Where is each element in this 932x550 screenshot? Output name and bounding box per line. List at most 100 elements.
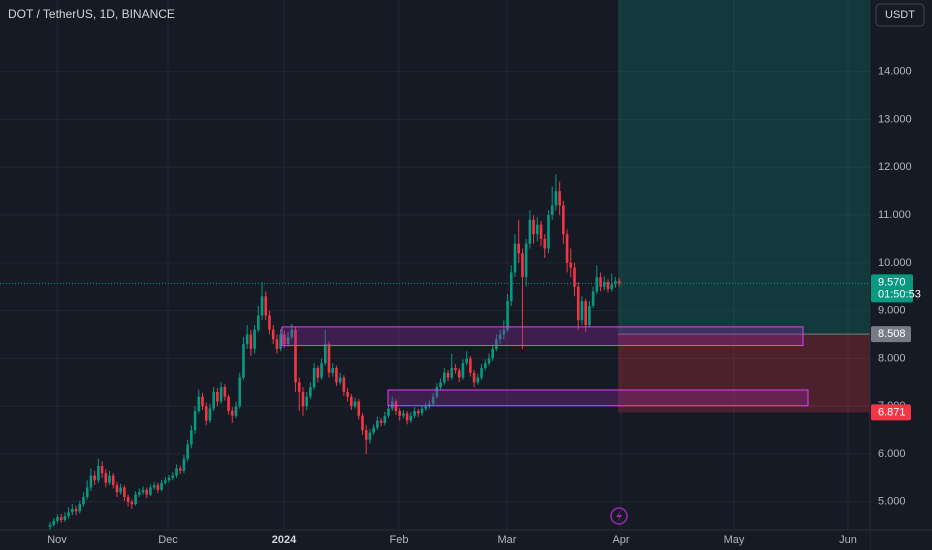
candle-body	[78, 504, 82, 512]
y-tick-label: 9.000	[878, 305, 906, 317]
candle-body	[253, 329, 256, 349]
candle-body	[275, 339, 279, 349]
candle-body	[547, 215, 550, 249]
candle-body	[599, 277, 602, 287]
candle-body	[614, 281, 617, 285]
zone	[281, 326, 804, 347]
candle-body	[164, 480, 167, 483]
candle-body	[398, 411, 401, 416]
candle-body	[480, 367, 483, 378]
candle-body	[193, 411, 197, 431]
candle-body	[491, 348, 494, 359]
candle-body	[450, 367, 454, 378]
candle-body	[320, 363, 323, 378]
candle-body	[171, 475, 175, 478]
currency-button[interactable]	[875, 3, 925, 27]
candle-body	[52, 520, 56, 525]
candle-body	[513, 243, 517, 273]
candle-body	[495, 339, 498, 349]
candle-body	[539, 224, 543, 239]
candle-body	[353, 401, 357, 407]
candle-body	[465, 358, 468, 364]
candle-body	[543, 238, 547, 249]
currency[interactable]: USDT	[885, 9, 915, 21]
y-tick-label: 11.000	[878, 209, 911, 221]
candle-body	[227, 396, 230, 412]
candle-body	[364, 430, 368, 440]
candle-body	[402, 413, 405, 416]
entry-badge	[871, 326, 911, 343]
candle-body	[580, 301, 584, 321]
candle-body	[294, 329, 297, 383]
candle-body	[111, 475, 115, 486]
zone	[387, 389, 809, 407]
candle-body	[100, 465, 104, 474]
candle-body	[409, 415, 413, 421]
candle-body	[186, 444, 189, 459]
candle-body	[197, 396, 201, 412]
candle-body	[141, 489, 145, 493]
candle-body	[602, 281, 606, 287]
candle-body	[201, 396, 204, 407]
candle-body	[178, 468, 182, 471]
candle-body	[238, 377, 242, 407]
candle-body	[431, 396, 435, 404]
candle-body	[309, 387, 312, 397]
stop-badge	[871, 404, 911, 421]
candle-body	[119, 487, 122, 493]
candle-body	[182, 458, 186, 471]
candle-body	[558, 191, 561, 206]
candle-body	[387, 408, 390, 416]
candle-body	[212, 391, 215, 409]
candle-body	[562, 205, 565, 235]
candle-body	[305, 396, 308, 407]
event-icon-bolt	[616, 510, 622, 522]
candle-body	[208, 408, 212, 421]
candle-body	[323, 344, 327, 364]
candle-body	[487, 358, 491, 364]
candle-body	[331, 367, 335, 373]
candle-body	[89, 475, 93, 488]
x-tick-label: Nov	[47, 534, 67, 546]
candle-body	[123, 487, 126, 498]
candle-body	[260, 296, 264, 316]
candle-body	[108, 475, 111, 483]
candle-body	[104, 473, 108, 483]
target-zone	[618, 0, 870, 335]
candle-body	[569, 262, 573, 268]
candle-body	[167, 477, 171, 481]
candle-body	[145, 489, 149, 495]
x-tick-label: May	[724, 534, 745, 546]
candle-body	[316, 367, 320, 378]
entry-label: 8.508	[878, 328, 906, 340]
candle-body	[372, 427, 375, 433]
candle-body	[175, 468, 178, 476]
candle-body	[573, 267, 576, 287]
candle-body	[591, 291, 595, 306]
candle-body	[435, 387, 439, 397]
candle-body	[126, 497, 130, 502]
candle-body	[521, 253, 524, 278]
candle-body	[595, 277, 599, 292]
candle-body	[588, 305, 591, 325]
candle-body	[297, 382, 301, 392]
candle-body	[405, 413, 409, 421]
candle-body	[428, 403, 431, 407]
candle-body	[335, 367, 338, 383]
event-icon[interactable]	[610, 507, 628, 525]
candle-body	[149, 487, 152, 495]
y-tick-label: 10.000	[878, 257, 912, 269]
candle-body	[264, 296, 268, 316]
x-tick-label: Apr	[612, 534, 629, 546]
candle-body	[156, 485, 160, 490]
candle-body	[85, 487, 89, 498]
candle-body	[137, 492, 141, 495]
candle-body	[93, 475, 96, 481]
candle-body	[550, 205, 554, 216]
candle-body	[606, 281, 610, 290]
y-tick-label: 13.000	[878, 113, 912, 125]
candle-body	[286, 336, 290, 345]
candle-body	[483, 363, 487, 368]
candle-body	[528, 219, 532, 244]
